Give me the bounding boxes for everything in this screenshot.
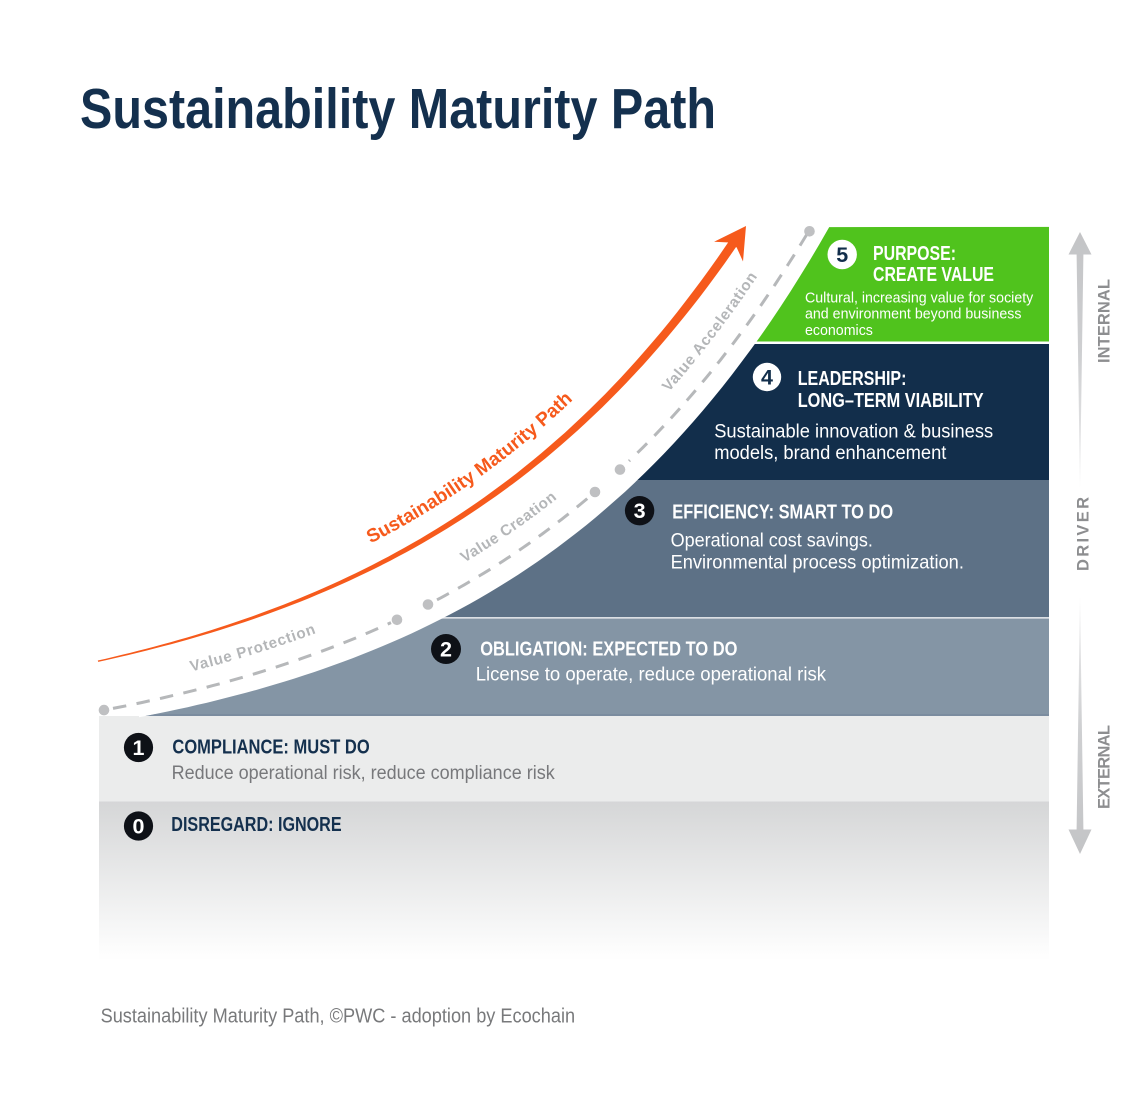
svg-text:Sustainability Maturity Path: Sustainability Maturity Path xyxy=(80,77,716,141)
svg-text:Cultural, increasing value for: Cultural, increasing value for society xyxy=(805,289,1034,306)
svg-text:4: 4 xyxy=(761,365,773,389)
svg-text:0: 0 xyxy=(133,814,145,838)
svg-text:models, brand enhancement: models, brand enhancement xyxy=(714,442,947,464)
svg-text:DRIVER: DRIVER xyxy=(1075,497,1093,571)
svg-text:INTERNAL: INTERNAL xyxy=(1096,279,1114,363)
svg-text:EFFICIENCY: SMART TO DO: EFFICIENCY: SMART TO DO xyxy=(672,501,893,523)
svg-text:Sustainable innovation & busin: Sustainable innovation & business xyxy=(714,421,993,443)
svg-text:1: 1 xyxy=(133,736,145,760)
svg-text:Operational cost savings.: Operational cost savings. xyxy=(671,530,873,552)
svg-text:DISREGARD: IGNORE: DISREGARD: IGNORE xyxy=(171,814,341,836)
svg-text:5: 5 xyxy=(836,243,848,267)
svg-text:License to operate, reduce ope: License to operate, reduce operational r… xyxy=(476,664,827,686)
svg-text:PURPOSE:: PURPOSE: xyxy=(873,243,956,265)
svg-text:LONG–TERM VIABILITY: LONG–TERM VIABILITY xyxy=(798,390,985,412)
svg-text:economics: economics xyxy=(805,322,873,339)
svg-text:Value Creation: Value Creation xyxy=(458,488,560,566)
svg-text:Reduce operational risk, reduc: Reduce operational risk, reduce complian… xyxy=(172,762,555,784)
svg-text:EXTERNAL: EXTERNAL xyxy=(1096,725,1114,809)
svg-text:2: 2 xyxy=(440,637,452,661)
svg-text:Sustainability Maturity Path,: Sustainability Maturity Path, ©PWC - ado… xyxy=(101,1005,575,1027)
svg-text:COMPLIANCE: MUST DO: COMPLIANCE: MUST DO xyxy=(172,736,369,758)
svg-text:LEADERSHIP:: LEADERSHIP: xyxy=(798,368,907,390)
svg-text:and environment beyond busines: and environment beyond business xyxy=(805,306,1022,323)
svg-text:OBLIGATION: EXPECTED TO DO: OBLIGATION: EXPECTED TO DO xyxy=(480,639,737,661)
svg-text:3: 3 xyxy=(634,499,646,523)
svg-text:CREATE VALUE: CREATE VALUE xyxy=(873,264,994,286)
svg-text:Environmental process optimiza: Environmental process optimization. xyxy=(671,552,964,574)
svg-text:Sustainability Maturity Path: Sustainability Maturity Path xyxy=(363,388,576,548)
svg-text:Value Protection: Value Protection xyxy=(188,621,317,676)
